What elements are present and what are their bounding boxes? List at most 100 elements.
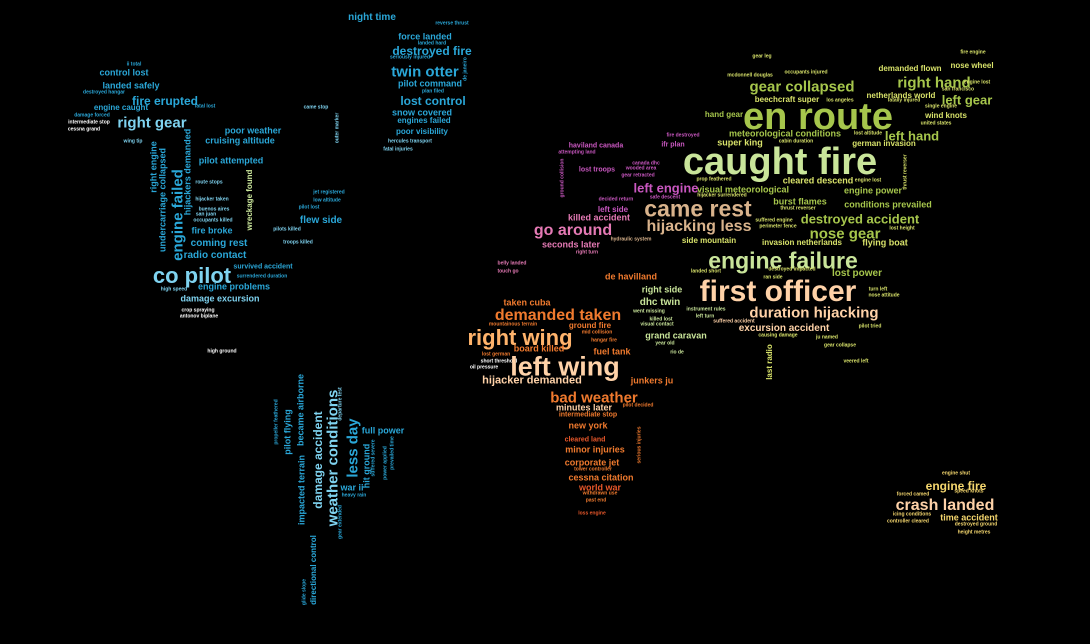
word: hangar fire [591,337,617,344]
word: mountainous terrain [488,321,538,328]
word: jet registered [313,189,345,196]
word: pilot command [397,78,463,89]
word: turn left [868,286,888,293]
word: landed hard [417,40,447,47]
word: dhc twin [639,297,681,308]
word: gear retracted [621,172,655,179]
word: engine lost [963,79,991,86]
word: destroyed fire [392,44,472,58]
word: go around [533,222,613,239]
word: pilot flying [282,409,293,455]
word: hijacker surrendered [697,192,747,199]
word: damage accident [311,411,325,509]
word: burst flames [773,196,827,207]
word: minor injuries [565,444,625,455]
word: undercarriage collapsed [157,147,168,253]
word: left turn [695,313,715,320]
word: pilot attempted [198,155,264,166]
word: buenos aires [198,206,230,213]
word: hijackers demanded [182,128,193,216]
word: suffered accident [713,318,755,325]
word: came rest [644,195,752,222]
word: bad weather [550,389,638,407]
word: board killed [513,343,565,354]
word: seriously injured [389,54,431,61]
word: cleared descend [782,175,854,186]
word: route stops [195,179,223,186]
word: short threshold [480,358,518,365]
word: corporate jet [564,457,620,468]
word: destroyed impacted [768,266,816,273]
word: fatal lost [194,103,216,110]
word: ground fire [568,321,612,330]
word: fire erupted [131,94,199,108]
word: poor weather [224,125,282,136]
word: thrust reverser [780,205,816,212]
word: came stop [303,104,329,111]
word: cleared land [564,436,606,444]
word: occupants injured [784,69,828,76]
word: past end [585,497,607,504]
word: forced camed [896,491,930,498]
word: super king [717,137,763,148]
word: san juan [195,211,217,218]
word: flying boat [862,237,908,248]
word: lost altitude [853,130,883,137]
word: full power [361,425,405,436]
word: control lost [99,67,149,78]
word: belly landed [497,260,527,267]
word: withdrawn use [582,490,618,497]
word: fire engine [960,49,986,56]
word: seconds later [541,239,601,250]
word: poor visibility [395,127,449,136]
word: oil pressure [469,364,499,371]
word: lost power [831,268,883,279]
word: lost troops [578,166,616,174]
word: cruising altitude [205,135,275,146]
word: nose gear [809,225,881,243]
word: lost german [481,351,511,358]
word: fuel tank [593,346,631,357]
word: gear extended [337,505,344,539]
word: ifr plan [661,141,685,149]
word: survived accident [233,263,293,271]
word: wing tip [123,138,143,145]
word: gear leg [752,53,772,60]
word: damage forced [74,112,110,119]
word: taken cuba [503,297,551,308]
word: high ground [207,348,237,355]
word: suffered severe [370,439,377,477]
word: serious injuries [636,426,643,464]
word: single engine [925,103,957,110]
word: landed safely [102,80,160,91]
word: touch go [497,268,519,275]
word: fire broke [191,225,233,236]
word: safe descent [649,194,681,201]
word: crop spraying [181,307,215,314]
word: en route [743,96,893,138]
word: landed short [690,268,722,275]
word: side mountain [681,236,737,245]
word: pilot lost [298,204,320,211]
word: san francisco [941,86,975,93]
word: first officer [699,275,857,308]
word: engine fire [925,479,987,493]
word: intermediate stop [68,119,110,126]
word: netherlands world [866,91,936,100]
word: pilots killed [273,226,301,233]
word: hijacking less [646,218,752,235]
word: causing damage [758,332,798,339]
word: departure test [337,387,344,421]
word: troops killed [283,239,313,246]
word: grand caravan [645,330,707,341]
word: controller cleared [887,518,929,525]
word: german invasion [852,139,916,148]
word: propeller feathered [273,399,280,445]
word: united states [920,120,952,127]
word: right turn [575,249,599,256]
word: engine caught [93,103,149,112]
word: wooded area [625,165,657,172]
word: cessna grand [67,126,101,133]
word: impacted terrain [296,454,307,526]
word: twin otter [391,63,459,81]
